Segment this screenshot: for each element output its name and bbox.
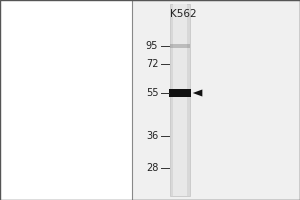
Bar [173,4,187,196]
Text: 95: 95 [146,41,158,51]
Text: 28: 28 [146,163,158,173]
Bar [170,4,190,196]
Text: K562: K562 [170,9,196,19]
Bar [132,0,300,200]
Text: 72: 72 [146,59,158,69]
Text: 55: 55 [146,88,158,98]
Bar [169,89,191,97]
Text: 36: 36 [146,131,158,141]
Polygon shape [193,89,202,97]
Bar [170,44,190,48]
